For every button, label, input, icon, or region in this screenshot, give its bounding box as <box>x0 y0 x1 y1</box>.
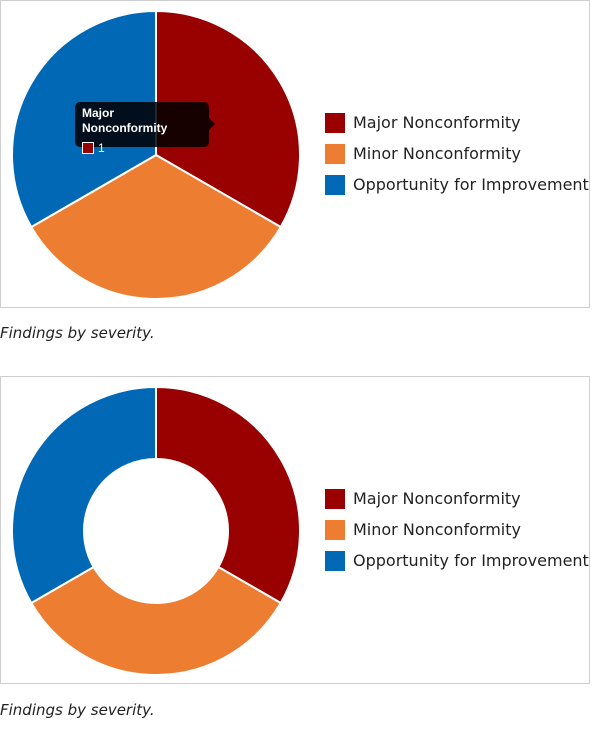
slice-minor-nonconformity[interactable] <box>29 153 283 300</box>
legend-label: Major Nonconformity <box>353 489 521 508</box>
tooltip-body: 1 <box>82 141 202 155</box>
slice-major-nonconformity[interactable] <box>155 385 301 605</box>
pie-chart <box>11 9 301 300</box>
legend-item-major[interactable]: Major Nonconformity <box>325 113 589 133</box>
tooltip-swatch <box>82 142 94 154</box>
legend-label: Minor Nonconformity <box>353 144 521 163</box>
chart-caption: Findings by severity. <box>0 701 155 719</box>
chart-tooltip: Major Nonconformity 1 <box>75 102 215 155</box>
chart-legend: Major Nonconformity Minor Nonconformity … <box>325 113 589 206</box>
legend-label: Opportunity for Improvement <box>353 175 589 194</box>
legend-swatch <box>325 489 345 509</box>
legend-item-improvement[interactable]: Opportunity for Improvement <box>325 551 589 571</box>
legend-label: Minor Nonconformity <box>353 520 521 539</box>
doughnut-chart <box>11 385 301 676</box>
legend-label: Major Nonconformity <box>353 113 521 132</box>
legend-swatch <box>325 175 345 195</box>
slice-minor-nonconformity[interactable] <box>29 565 283 676</box>
legend-item-minor[interactable]: Minor Nonconformity <box>325 520 589 540</box>
legend-swatch <box>325 551 345 571</box>
legend-item-major[interactable]: Major Nonconformity <box>325 489 589 509</box>
chart-caption: Findings by severity. <box>0 324 155 342</box>
legend-swatch <box>325 520 345 540</box>
tooltip-value: 1 <box>98 141 105 155</box>
slice-major-nonconformity[interactable] <box>155 9 301 229</box>
slice-opportunity-for-improvement[interactable] <box>11 385 157 605</box>
legend-item-minor[interactable]: Minor Nonconformity <box>325 144 589 164</box>
legend-item-improvement[interactable]: Opportunity for Improvement <box>325 175 589 195</box>
pie-chart-panel: Major Nonconformity Minor Nonconformity … <box>0 0 590 308</box>
chart-legend: Major Nonconformity Minor Nonconformity … <box>325 489 589 582</box>
tooltip-title: Major Nonconformity <box>82 106 168 135</box>
legend-label: Opportunity for Improvement <box>353 551 589 570</box>
doughnut-chart-panel: Major Nonconformity Minor Nonconformity … <box>0 376 590 684</box>
legend-swatch <box>325 113 345 133</box>
legend-swatch <box>325 144 345 164</box>
